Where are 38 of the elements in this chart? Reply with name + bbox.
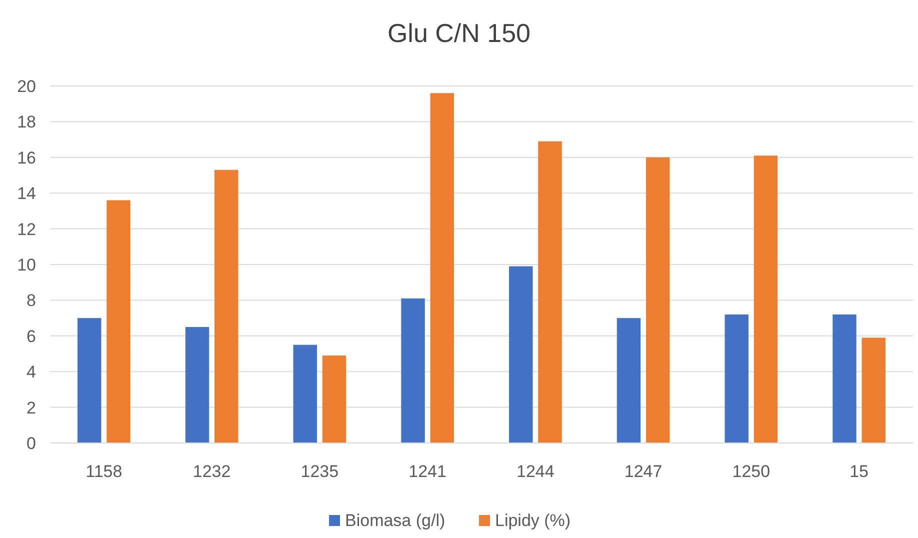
y-tick-label: 20 xyxy=(17,76,36,96)
bar xyxy=(214,170,238,443)
bar xyxy=(322,356,346,443)
bar xyxy=(185,326,210,443)
y-tick-label: 12 xyxy=(17,220,36,239)
y-tick-label: 6 xyxy=(26,326,36,346)
bar xyxy=(646,157,670,443)
x-tick-label: 1158 xyxy=(86,462,122,481)
x-tick-label: 1235 xyxy=(300,462,339,481)
y-tick-label: 10 xyxy=(17,255,36,274)
y-tick-label: 0 xyxy=(26,434,36,453)
bar xyxy=(862,338,886,443)
y-tick-label: 8 xyxy=(26,291,36,310)
bar xyxy=(538,141,562,443)
bar xyxy=(106,200,130,443)
y-tick-label: 2 xyxy=(26,398,36,418)
x-tick-label: 1247 xyxy=(624,462,662,481)
legend-label: Lipidy (%) xyxy=(495,511,571,530)
x-tick-label: 1232 xyxy=(192,462,231,481)
bar xyxy=(509,266,533,443)
x-tick-label: 1241 xyxy=(408,462,446,481)
bar xyxy=(293,344,317,443)
chart-title: Glu C/N 150 xyxy=(387,18,531,48)
bar xyxy=(832,314,856,443)
bar xyxy=(724,314,748,443)
y-tick-label: 14 xyxy=(17,184,36,204)
legend-label: Biomasa (g/l) xyxy=(345,511,446,530)
bar xyxy=(401,298,425,443)
x-tick-label: 1250 xyxy=(732,462,770,481)
bar xyxy=(430,93,454,443)
bar xyxy=(754,156,778,443)
y-tick-label: 16 xyxy=(17,148,36,168)
bar xyxy=(616,318,641,443)
y-tick-label: 18 xyxy=(17,112,36,132)
bar xyxy=(78,318,102,443)
y-tick-label: 4 xyxy=(26,362,36,382)
x-tick-label: 15 xyxy=(850,462,869,481)
x-tick-label: 1244 xyxy=(516,462,554,481)
